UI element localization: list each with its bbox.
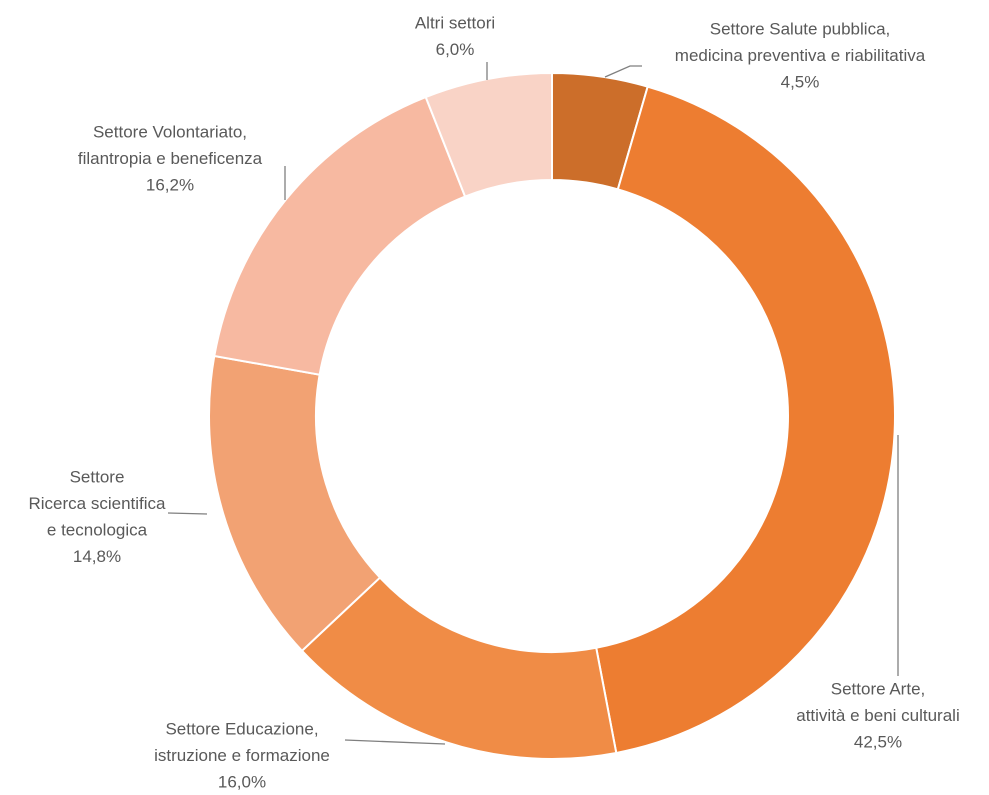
slice-label: e tecnologica xyxy=(47,520,148,539)
leader-line xyxy=(604,65,642,78)
value-label: 4,5% xyxy=(781,72,820,91)
value-label: 14,8% xyxy=(73,547,121,566)
slice-label: attività e beni culturali xyxy=(796,706,959,725)
slice-label: filantropia e beneficenza xyxy=(78,149,263,168)
slice-label: medicina preventiva e riabilitativa xyxy=(675,46,926,65)
slice-label: Altri settori xyxy=(415,13,495,32)
slice xyxy=(424,71,553,198)
value-label: 42,5% xyxy=(854,732,902,751)
slice-label: Ricerca scientifica xyxy=(29,494,167,513)
value-label: 16,0% xyxy=(218,772,266,791)
slice-label: Settore Volontariato, xyxy=(93,122,247,141)
slice xyxy=(213,95,467,376)
value-label: 6,0% xyxy=(436,40,475,59)
value-label: 16,2% xyxy=(146,175,194,194)
slice-label: Settore Salute pubblica, xyxy=(710,19,891,38)
slice xyxy=(595,85,896,755)
slice-label: Settore Arte, xyxy=(831,679,926,698)
slice-label: Settore xyxy=(70,467,125,486)
slice-label: istruzione e formazione xyxy=(154,746,330,765)
leader-line xyxy=(167,512,208,515)
slice-label: Settore Educazione, xyxy=(165,719,318,738)
leader-line xyxy=(344,739,446,745)
